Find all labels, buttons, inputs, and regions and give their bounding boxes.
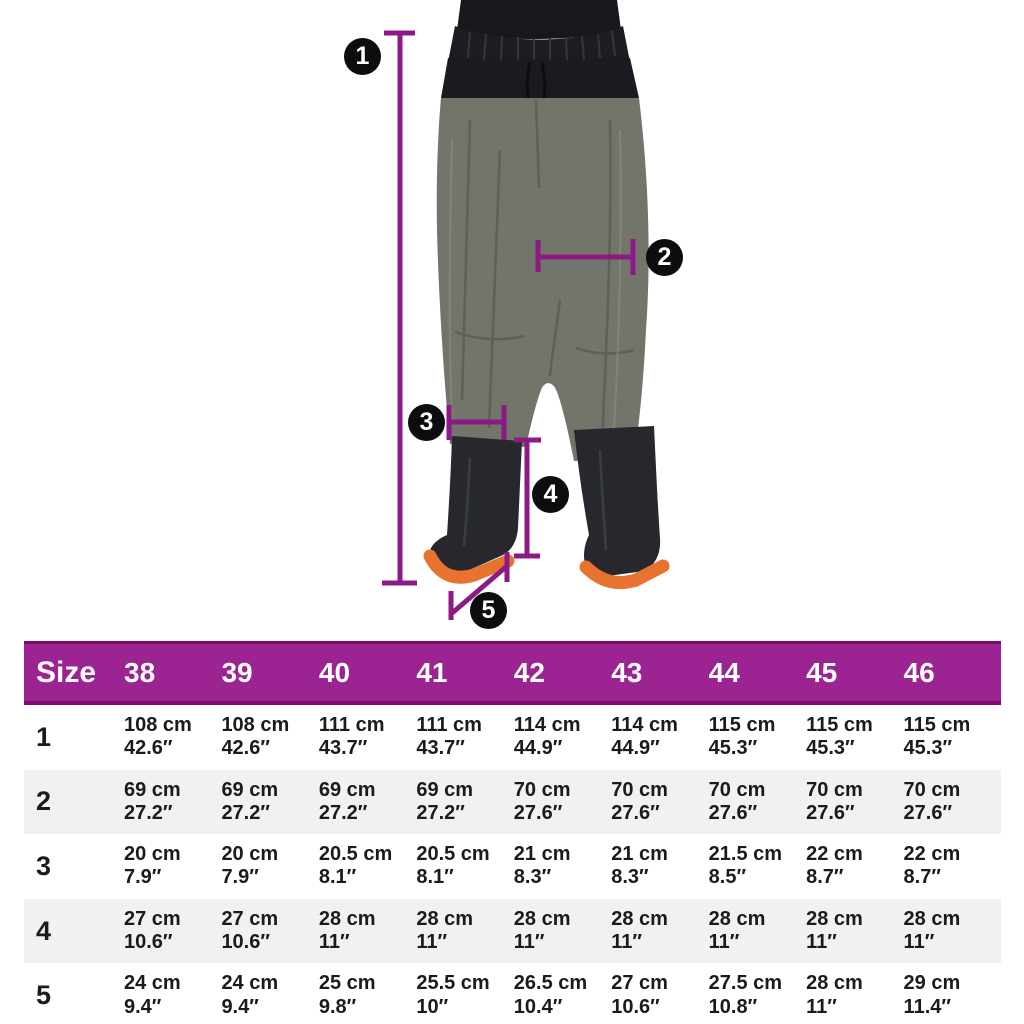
size-cell: 27.5 cm 10.8″ <box>708 972 783 1018</box>
dimension-line-2 <box>535 239 636 275</box>
size-cell: 28 cm 11″ <box>806 972 863 1018</box>
size-table: Size 38 39 40 41 42 43 44 45 46 1 108 cm… <box>24 641 1001 1024</box>
size-cell: 24 cm 9.4″ <box>124 972 181 1018</box>
size-cell: 21 cm 8.3″ <box>513 843 571 889</box>
size-cell: 28 cm 11″ <box>513 907 571 954</box>
size-cell: 28 cm 11″ <box>318 907 376 954</box>
size-cell: 25.5 cm 10″ <box>416 972 490 1018</box>
size-cell: 20 cm 7.9″ <box>124 843 181 889</box>
column-header: 46 <box>903 656 935 688</box>
size-cell: 22 cm 8.7″ <box>806 843 863 889</box>
row-label: 1 <box>36 721 52 752</box>
size-table-header: Size 38 39 40 41 42 43 44 45 46 <box>24 641 1001 705</box>
column-header: 39 <box>221 656 253 688</box>
size-cell: 111 cm 43.7″ <box>416 714 482 760</box>
right-boot <box>574 426 661 577</box>
table-row: 2 69 cm 27.2″ 69 cm 27.2″ 69 cm 27.2″ 69 cm 27.… <box>24 769 1001 835</box>
column-header: 40 <box>318 656 351 688</box>
size-cell: 69 cm 27.2″ <box>124 778 181 824</box>
row-label: 2 <box>36 786 52 817</box>
size-cell: 28 cm 11″ <box>806 907 863 954</box>
size-cell: 70 cm 27.6″ <box>806 778 863 824</box>
measure-marker-2: 2 <box>646 239 683 276</box>
size-cell: 26.5 cm 10.4″ <box>513 972 588 1018</box>
size-cell: 70 cm 27.6″ <box>611 778 668 824</box>
waistband-gathers <box>467 30 616 61</box>
column-header: 44 <box>708 656 740 688</box>
size-cell: 28 cm 11″ <box>708 907 766 954</box>
size-cell: 21 cm 8.3″ <box>611 843 668 889</box>
table-row: 4 27 cm 10.6″ 27 cm 10.6″ 28 cm 11″ 28 cm 11″ 28… <box>24 898 1001 964</box>
size-cell: 70 cm 27.6″ <box>513 778 571 824</box>
size-cell: 25 cm 9.8″ <box>318 972 376 1018</box>
size-cell: 70 cm 27.6″ <box>903 778 961 824</box>
size-cell: 111 cm 43.7″ <box>318 714 385 760</box>
size-cell: 69 cm 27.2″ <box>416 778 474 824</box>
trousers <box>436 98 649 461</box>
measure-marker-1: 1 <box>344 38 381 75</box>
size-cell: 115 cm 45.3″ <box>806 714 873 760</box>
size-cell: 29 cm 11.4″ <box>903 972 961 1018</box>
shirt <box>457 0 621 39</box>
size-cell: 21.5 cm 8.5″ <box>708 843 783 889</box>
column-header: 45 <box>806 656 838 688</box>
size-cell: 22 cm 8.7″ <box>903 843 961 889</box>
size-header-label: Size <box>36 655 97 689</box>
row-label: 3 <box>36 850 52 881</box>
size-cell: 114 cm 44.9″ <box>513 714 581 760</box>
measure-marker-4: 4 <box>532 476 569 513</box>
size-cell: 27 cm 10.6″ <box>611 972 668 1018</box>
size-cell: 108 cm 42.6″ <box>124 714 192 760</box>
size-cell: 20 cm 7.9″ <box>221 843 279 889</box>
column-header: 38 <box>124 656 156 688</box>
row-label: 4 <box>36 915 52 946</box>
dimension-line-4 <box>514 437 541 559</box>
left-boot <box>429 436 522 574</box>
waist-panel <box>441 58 639 98</box>
size-cell: 24 cm 9.4″ <box>221 972 279 1018</box>
left-boot-crease <box>462 457 472 547</box>
measure-marker-5: 5 <box>470 592 507 629</box>
size-cell: 20.5 cm 8.1″ <box>318 843 393 889</box>
column-header: 42 <box>513 656 545 688</box>
right-boot-crease <box>598 449 608 551</box>
size-cell: 114 cm 44.9″ <box>611 714 678 760</box>
waistband <box>448 26 630 62</box>
wader-illustration <box>423 0 670 590</box>
size-cell: 28 cm 11″ <box>903 907 961 954</box>
table-row: 3 20 cm 7.9″ 20 cm 7.9″ 20.5 cm 8.1″ 20.5 cm 8.… <box>24 834 1001 899</box>
size-cell: 20.5 cm 8.1″ <box>416 843 490 889</box>
size-cell: 28 cm 11″ <box>416 907 474 954</box>
size-table-body: 1 108 cm 42.6″ 108 cm 42.6″ 111 cm 43.7″ 111 c… <box>24 705 1001 1024</box>
dimension-line-5 <box>448 552 510 620</box>
column-header: 41 <box>416 656 448 688</box>
left-boot-sole <box>423 549 515 584</box>
size-cell: 69 cm 27.2″ <box>318 778 376 824</box>
trouser-highlights <box>448 129 622 431</box>
dimension-line-3 <box>446 405 507 440</box>
trouser-creases <box>454 99 635 443</box>
size-cell: 27 cm 10.6″ <box>124 907 181 954</box>
wader-figure <box>382 0 670 620</box>
column-header: 43 <box>611 656 643 688</box>
size-cell: 108 cm 42.6″ <box>221 714 290 760</box>
row-label: 5 <box>36 980 52 1011</box>
size-cell: 115 cm 45.3″ <box>708 714 776 760</box>
size-cell: 69 cm 27.2″ <box>221 778 279 824</box>
measure-marker-3: 3 <box>408 404 445 441</box>
table-row: 1 108 cm 42.6″ 108 cm 42.6″ 111 cm 43.7″ 111 c… <box>24 705 1001 770</box>
size-cell: 115 cm 45.3″ <box>903 714 971 760</box>
right-boot-sole <box>579 559 670 590</box>
table-row: 5 24 cm 9.4″ 24 cm 9.4″ 25 cm 9.8″ 25.5 cm 10″ 2… <box>24 963 1001 1024</box>
size-cell: 28 cm 11″ <box>611 907 668 954</box>
dimension-line-1 <box>382 30 417 586</box>
size-cell: 27 cm 10.6″ <box>221 907 279 954</box>
size-cell: 70 cm 27.6″ <box>708 778 766 824</box>
